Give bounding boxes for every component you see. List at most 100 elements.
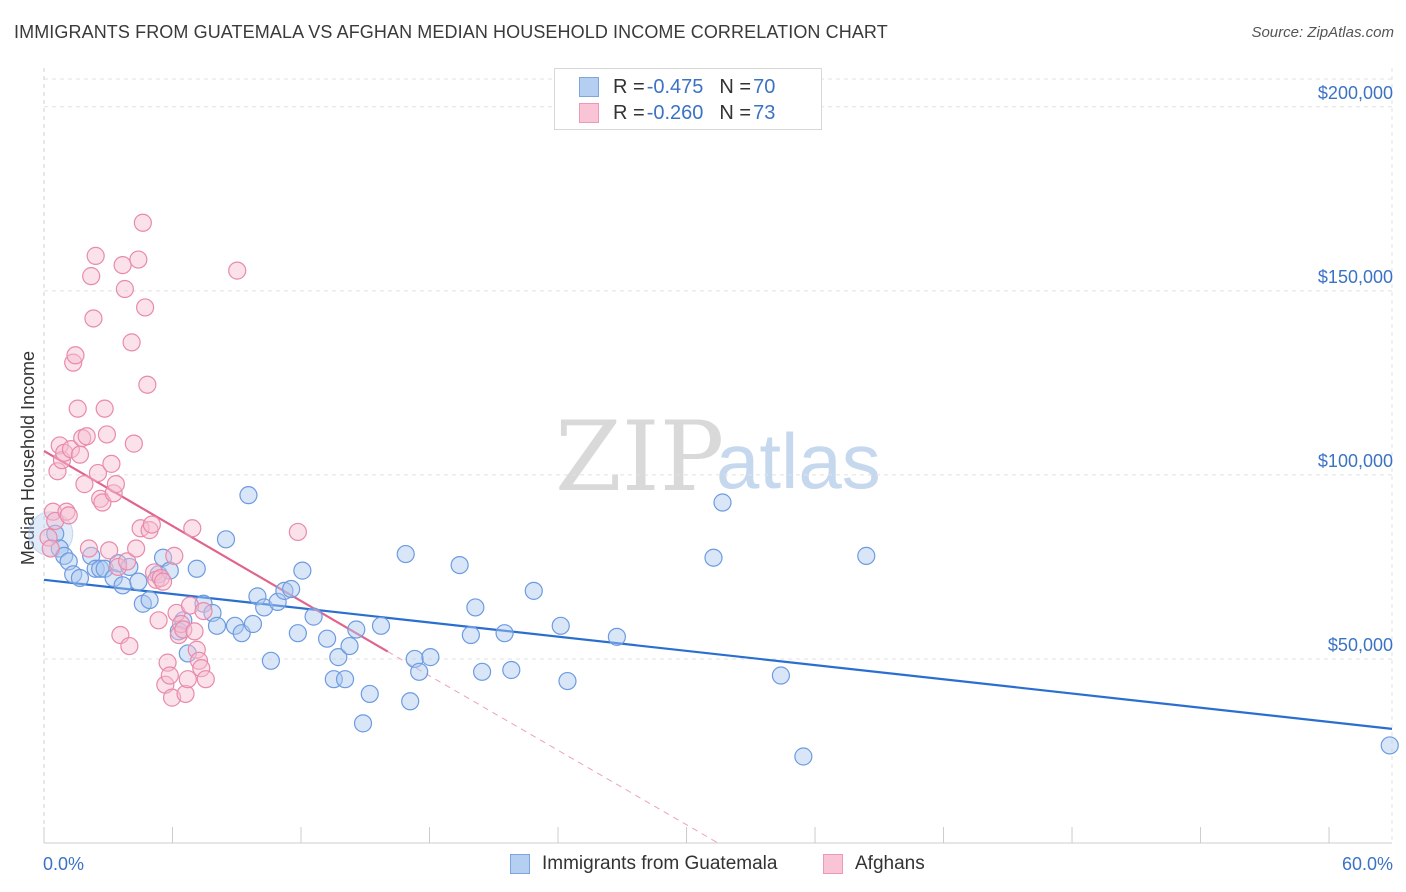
point-guatemala [410,662,429,681]
point-guatemala [140,590,159,610]
point-guatemala [91,559,110,578]
legend-swatch-blue [579,77,599,97]
point-afghans [129,250,148,269]
point-afghans [133,213,152,232]
point-guatemala [704,548,723,567]
point-guatemala [335,670,355,689]
point-guatemala [558,671,577,691]
point-guatemala [421,648,440,667]
legend-label-afghans: Afghans [855,853,925,874]
point-afghans [77,427,96,446]
trendline-afghans [43,450,389,653]
point-afghans [176,684,195,704]
point-afghans [136,298,155,317]
n-label: N = [719,101,752,124]
point-guatemala [524,581,543,600]
point-afghans [194,601,213,621]
point-afghans [61,440,81,459]
point-afghans [142,515,161,534]
point-afghans [196,670,215,689]
legend-item-guatemala[interactable]: Immigrants from Guatemala [510,852,777,876]
point-guatemala [607,627,627,646]
point-guatemala [551,616,570,635]
point-afghans [84,309,103,328]
point-afghans [162,688,182,707]
axes [43,827,1392,844]
point-afghans [39,528,58,547]
point-guatemala [317,629,337,648]
point-guatemala [1380,736,1399,755]
point-afghans [160,666,179,685]
point-afghans [153,572,173,591]
point-guatemala [371,616,391,635]
y-tick-label: $100,000 [1318,451,1393,471]
point-guatemala [401,692,420,711]
point-guatemala [288,624,307,643]
point-afghans [138,375,157,394]
trendline-afghans-extrapolated [387,651,719,844]
point-guatemala [268,592,287,611]
point-guatemala [329,648,348,667]
point-guatemala [275,581,294,600]
r-label: R = [613,101,645,124]
point-afghans [118,552,137,571]
point-afghans [185,622,204,641]
point-afghans [178,670,197,689]
point-afghans [82,267,101,286]
point-afghans [180,596,200,615]
point-guatemala [360,684,379,704]
x-tick-label-max: 60.0% [1342,854,1393,874]
point-guatemala [857,546,876,565]
correlation-legend: R = -0.475 N = 70 R = -0.260 N = 73 [554,68,822,130]
watermark: ZIP atlas [555,401,881,513]
x-tick-label-min: 0.0% [43,854,84,874]
point-afghans [115,279,134,299]
point-afghans [113,255,132,275]
point-guatemala [207,616,227,635]
point-afghans [192,659,211,678]
point-guatemala [396,544,415,564]
point-guatemala [282,579,301,599]
point-afghans [120,636,139,656]
point-afghans [183,519,202,538]
point-guatemala [353,714,373,733]
r-value: -0.260 [646,101,704,124]
point-guatemala [129,572,148,591]
legend-row-guatemala: R = -0.475 N = 70 [579,75,775,99]
point-afghans [75,475,94,494]
point-guatemala [450,555,469,575]
point-afghans [41,539,60,558]
point-afghans [165,546,184,565]
point-afghans [68,399,87,418]
point-afghans [70,445,90,464]
point-afghans [59,506,78,525]
point-afghans [100,541,119,560]
point-afghans [102,454,121,473]
point-guatemala [293,561,312,580]
point-guatemala [239,486,258,505]
point-guatemala [70,568,90,588]
point-afghans [86,246,105,265]
point-guatemala [304,607,323,626]
point-afghans [88,463,108,483]
point-afghans [187,640,206,659]
point-guatemala [340,636,359,656]
point-afghans [288,522,307,542]
y-tick-label: $150,000 [1318,267,1393,287]
point-afghans [149,611,168,630]
point-guatemala [495,624,514,643]
y-tick-label: $50,000 [1328,635,1393,655]
point-guatemala [473,662,492,681]
point-afghans [97,425,117,444]
point-guatemala [243,614,263,634]
n-value: 70 [753,75,776,98]
legend-item-afghans[interactable]: Afghans [823,852,925,876]
point-afghans [48,462,67,481]
point-afghans [79,539,99,558]
y-tick-label: $200,000 [1318,83,1393,103]
legend-label-guatemala: Immigrants from Guatemala [542,853,778,874]
watermark-zip: ZIP [555,401,724,513]
point-guatemala [178,644,197,663]
legend-row-afghans: R = -0.260 N = 73 [579,101,775,125]
